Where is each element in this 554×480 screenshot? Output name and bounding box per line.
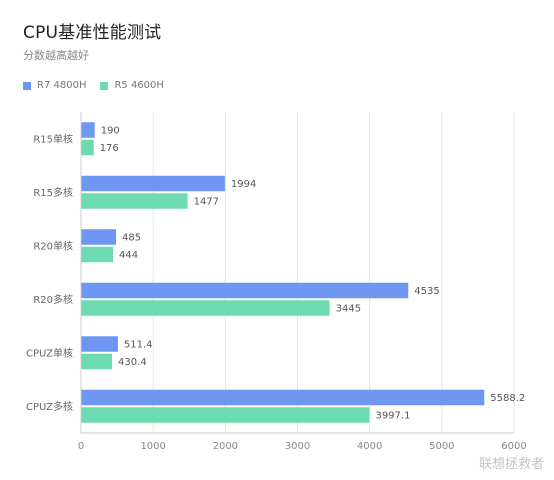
x-tick-label: 4000	[357, 441, 382, 452]
x-tick-label: 1000	[140, 441, 165, 452]
legend-label-r7: R7 4800H	[37, 80, 87, 91]
data-label: 1477	[194, 197, 219, 208]
category-label: R20单核	[33, 239, 73, 252]
chart-title: CPU基准性能测试	[23, 23, 162, 43]
category-label: R15单核	[33, 132, 73, 145]
data-label: 3445	[336, 304, 361, 315]
category-label: CPUZ单核	[26, 346, 73, 359]
watermark: 联想拯救者	[478, 457, 544, 472]
data-label: 444	[119, 250, 138, 261]
legend: R7 4800H R5 4600H	[23, 80, 178, 91]
data-label: 190	[101, 126, 120, 137]
bar-r7	[81, 336, 118, 352]
legend-label-r5: R5 4600H	[114, 80, 164, 91]
bar-r5	[81, 353, 113, 370]
bar-r5	[81, 300, 330, 316]
data-label: 1994	[231, 179, 256, 190]
legend-item-r7[interactable]: R7 4800H	[23, 80, 86, 91]
chart-subtitle: 分数越高越好	[23, 49, 89, 62]
data-label: 485	[122, 233, 141, 244]
bar-r7	[81, 122, 95, 138]
x-tick-label: 2000	[213, 441, 238, 452]
x-tick-label: 5000	[429, 441, 454, 452]
legend-item-r5[interactable]: R5 4600H	[100, 80, 164, 91]
category-label: CPUZ多核	[26, 400, 73, 413]
data-label: 3997.1	[375, 411, 410, 422]
x-tick-label: 6000	[501, 441, 526, 452]
bar-r7	[81, 229, 117, 245]
bar-r5	[81, 246, 114, 263]
x-tick-label: 0	[78, 441, 84, 452]
x-tick-label: 3000	[285, 441, 310, 452]
bar-r7	[81, 175, 225, 192]
data-label: 511.4	[124, 340, 153, 351]
category-label: R20多核	[33, 293, 73, 306]
bar-r7	[81, 389, 485, 406]
bar-r5	[81, 139, 94, 156]
data-label: 5588.2	[490, 393, 525, 404]
legend-swatch-r5	[100, 81, 109, 90]
category-label: R15多核	[33, 186, 73, 199]
bar-r5	[81, 407, 370, 423]
data-label: 4535	[414, 286, 439, 297]
legend-swatch-r7	[23, 81, 31, 90]
bar-r5	[81, 193, 188, 209]
data-label: 176	[100, 143, 119, 154]
data-label: 430.4	[118, 357, 147, 368]
bar-r7	[81, 282, 409, 299]
